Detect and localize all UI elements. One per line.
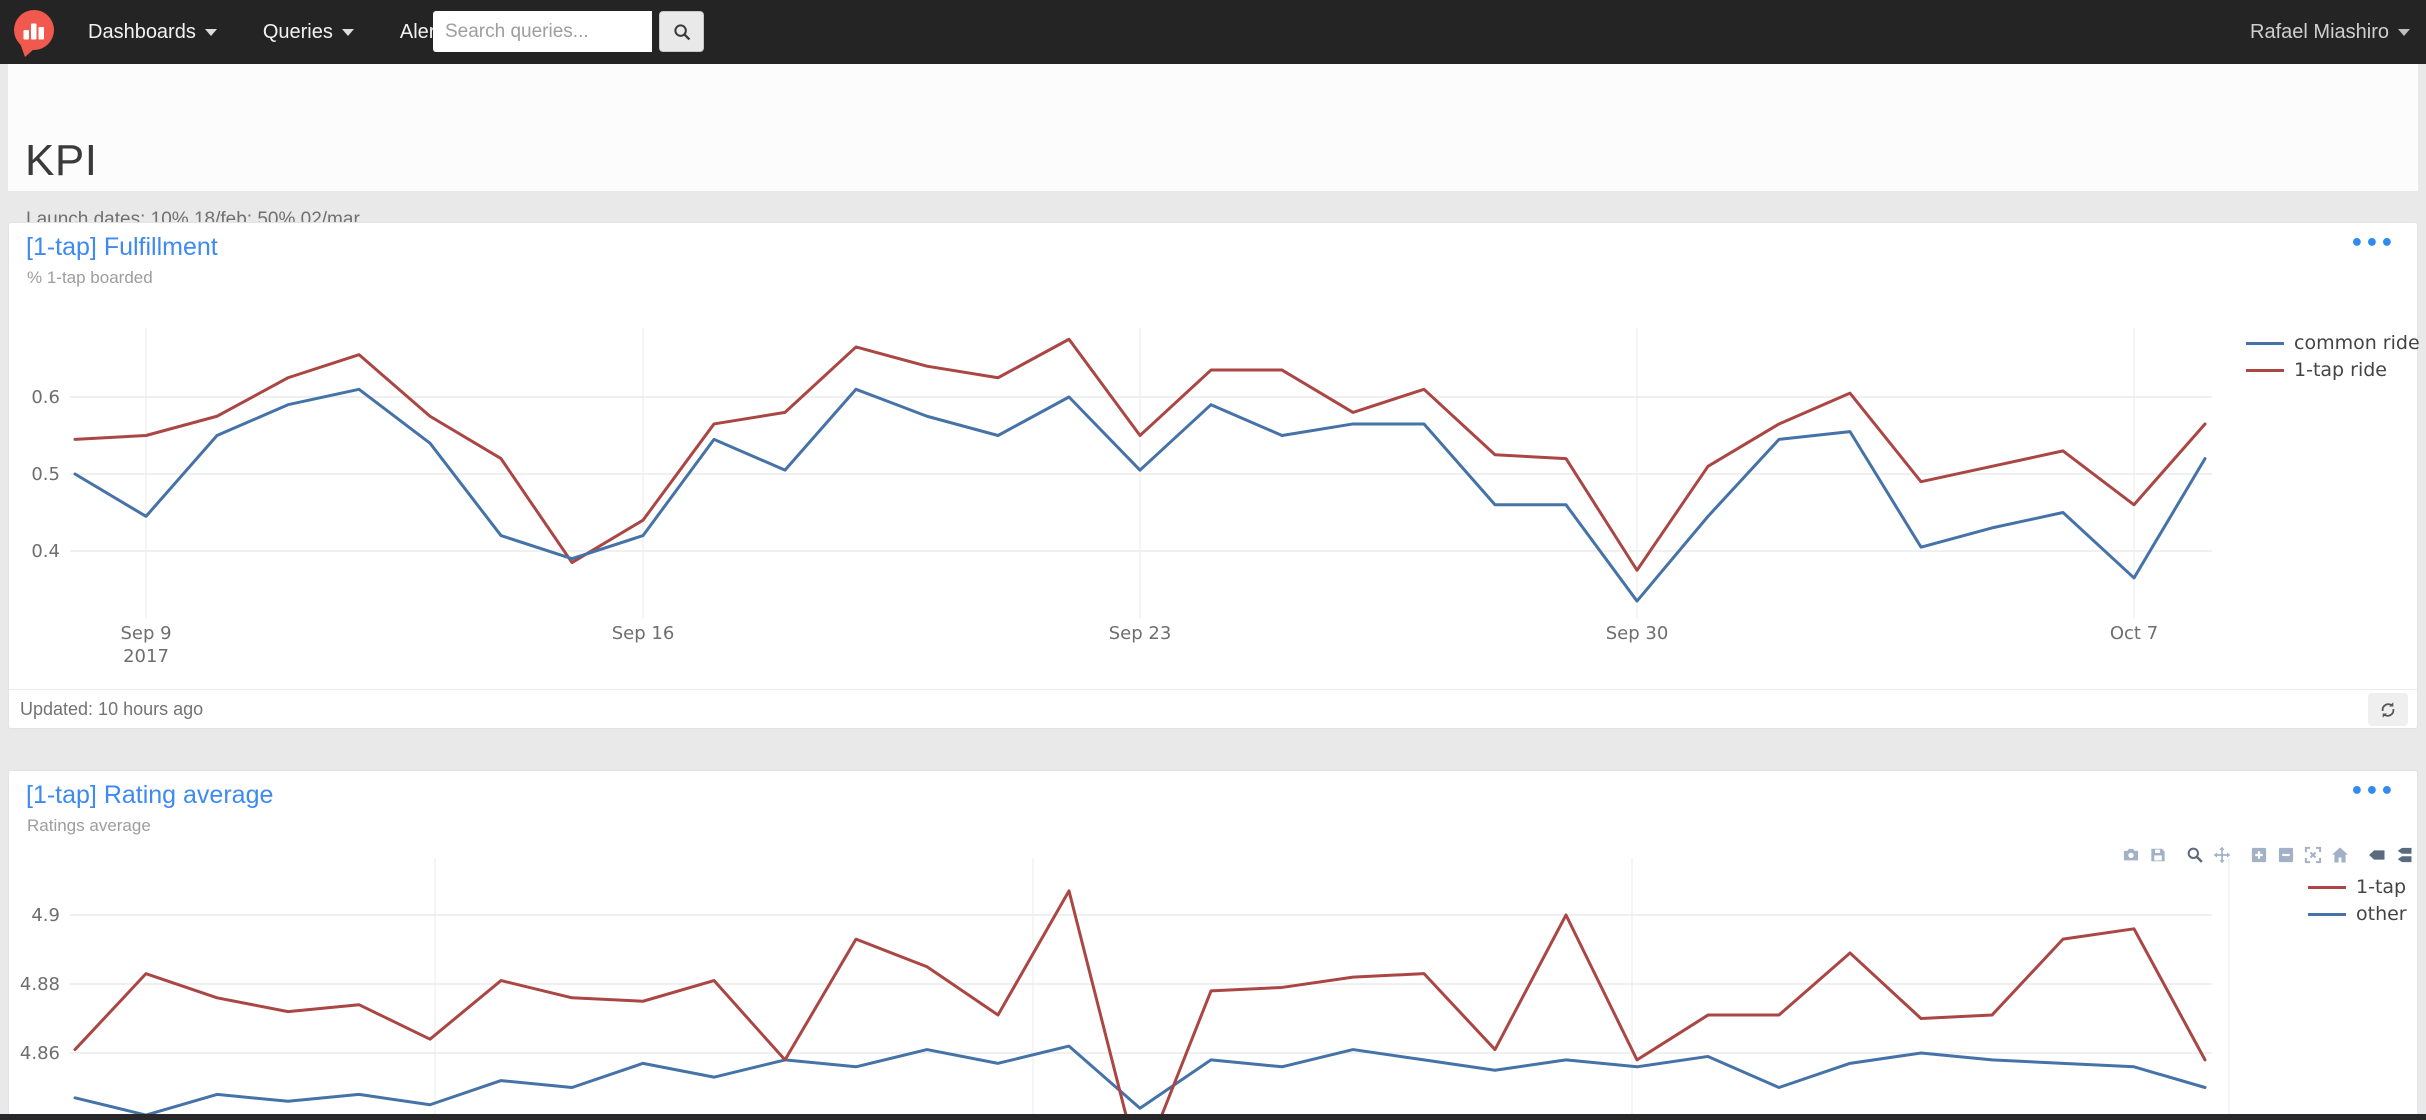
y-axis-tick-label: 0.5 bbox=[31, 464, 60, 485]
y-axis-tick-label: 4.88 bbox=[20, 974, 60, 995]
x-axis-tick-sublabel: 2017 bbox=[123, 646, 169, 667]
top-navbar: Dashboards Queries Alerts Rafael Miashir… bbox=[0, 0, 2426, 64]
dashboard-header: KPI Launch dates: 10% 18/feb; 50% 02/mar bbox=[8, 64, 2418, 230]
window-bottom-edge bbox=[0, 1114, 2426, 1120]
x-axis-tick-label: Oct 7 bbox=[2110, 623, 2158, 644]
modebar-pan-icon[interactable] bbox=[2212, 845, 2232, 865]
user-menu[interactable]: Rafael Miashiro bbox=[2250, 0, 2410, 64]
widget-rating-subtitle: Ratings average bbox=[27, 816, 151, 835]
y-axis-tick-label: 4.86 bbox=[20, 1043, 60, 1064]
legend-label: 1-tap bbox=[2356, 876, 2407, 898]
series-line-1-tap-ride bbox=[73, 337, 2207, 572]
legend-item[interactable]: 1-tap bbox=[2308, 876, 2407, 898]
nav-dashboards-label: Dashboards bbox=[88, 20, 196, 43]
series-line-1-tap bbox=[73, 889, 2207, 1120]
modebar-autoscale-icon[interactable] bbox=[2303, 845, 2323, 865]
legend-line-swatch bbox=[2246, 368, 2284, 372]
widget-fulfillment-footer: Updated: 10 hours ago bbox=[9, 689, 2417, 728]
redash-logo-icon[interactable] bbox=[10, 8, 58, 58]
legend-label: other bbox=[2356, 903, 2407, 925]
page-title: KPI bbox=[25, 136, 98, 185]
search-input[interactable] bbox=[433, 11, 652, 52]
widget-rating-title[interactable]: [1-tap] Rating average bbox=[26, 781, 274, 809]
modebar-zoom-out-icon[interactable] bbox=[2276, 845, 2296, 865]
search-button[interactable] bbox=[659, 11, 704, 52]
nav-queries-label: Queries bbox=[262, 20, 333, 43]
nav-dashboards[interactable]: Dashboards bbox=[88, 21, 217, 44]
widget-fulfillment-subtitle: % 1-tap boarded bbox=[27, 268, 153, 287]
chevron-down-icon bbox=[204, 28, 217, 36]
series-line-other bbox=[73, 1044, 2207, 1117]
legend-label: 1-tap ride bbox=[2294, 359, 2387, 381]
modebar-hover-compare-icon[interactable] bbox=[2394, 845, 2414, 865]
modebar-hover-closest-icon[interactable] bbox=[2367, 845, 2387, 865]
widget-menu-ellipsis-icon[interactable]: ••• bbox=[2349, 231, 2395, 256]
widget-menu-ellipsis-icon[interactable]: ••• bbox=[2349, 779, 2395, 804]
nav-queries[interactable]: Queries bbox=[263, 21, 354, 44]
legend-line-swatch bbox=[2308, 912, 2346, 916]
rating-chart-legend: 1-tap other bbox=[2308, 876, 2407, 925]
x-axis-tick-label: Sep 23 bbox=[1109, 623, 1172, 644]
modebar-home-icon[interactable] bbox=[2330, 845, 2350, 865]
legend-label: common ride bbox=[2294, 332, 2420, 354]
series-line-common-ride bbox=[73, 387, 2207, 603]
modebar-save-icon[interactable] bbox=[2148, 845, 2168, 865]
refresh-button[interactable] bbox=[2368, 693, 2408, 726]
x-axis-tick-label: Sep 30 bbox=[1606, 623, 1669, 644]
search-area bbox=[433, 11, 704, 52]
y-axis-tick-label: 0.4 bbox=[31, 541, 60, 562]
widget-fulfillment-title[interactable]: [1-tap] Fulfillment bbox=[26, 233, 218, 261]
x-axis-tick-label: Sep 9 bbox=[120, 623, 171, 644]
legend-line-swatch bbox=[2246, 341, 2284, 345]
modebar-zoom-icon[interactable] bbox=[2185, 845, 2205, 865]
user-name: Rafael Miashiro bbox=[2250, 20, 2389, 43]
rating-chart[interactable]: 4.844.864.884.9 bbox=[0, 835, 2426, 1120]
y-axis-tick-label: 0.6 bbox=[31, 387, 60, 408]
modebar-zoom-in-icon[interactable] bbox=[2249, 845, 2269, 865]
x-axis-tick-label: Sep 16 bbox=[612, 623, 675, 644]
search-icon bbox=[673, 23, 690, 40]
chevron-down-icon bbox=[2398, 28, 2410, 36]
fulfillment-chart-legend: common ride 1-tap ride bbox=[2246, 332, 2420, 381]
legend-item[interactable]: other bbox=[2308, 903, 2407, 925]
modebar-camera-icon[interactable] bbox=[2121, 845, 2141, 865]
legend-line-swatch bbox=[2308, 885, 2346, 889]
nav-menu: Dashboards Queries Alerts bbox=[88, 0, 451, 64]
legend-item[interactable]: 1-tap ride bbox=[2246, 359, 2420, 381]
widget-fulfillment: [1-tap] Fulfillment % 1-tap boarded ••• … bbox=[8, 222, 2418, 729]
chevron-down-icon bbox=[341, 28, 354, 36]
updated-timestamp: Updated: 10 hours ago bbox=[20, 699, 204, 719]
refresh-icon bbox=[2381, 701, 2395, 718]
plotly-modebar bbox=[2114, 845, 2414, 865]
legend-item[interactable]: common ride bbox=[2246, 332, 2420, 354]
y-axis-tick-label: 4.9 bbox=[31, 905, 60, 926]
